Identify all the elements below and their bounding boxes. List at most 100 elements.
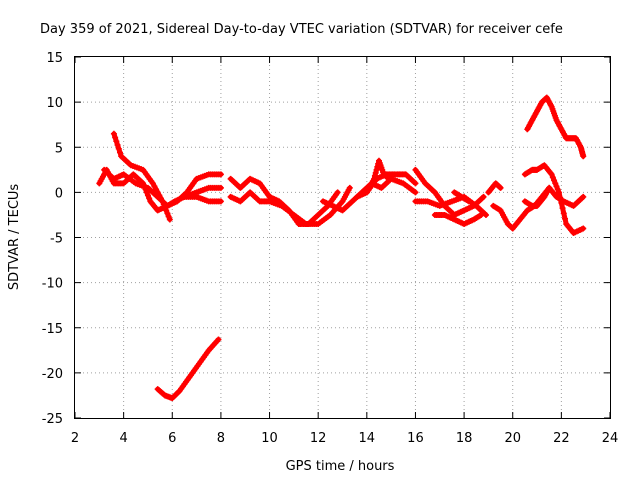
data-point — [412, 189, 419, 196]
data-point — [548, 171, 555, 178]
data-point — [464, 197, 471, 204]
data-point — [478, 211, 485, 218]
x-tick-label: 18 — [456, 431, 473, 446]
data-series — [96, 94, 587, 402]
data-point — [166, 216, 173, 223]
data-point — [115, 145, 122, 152]
plot-frame — [74, 56, 611, 419]
chart-title: Day 359 of 2021, Sidereal Day-to-day VTE… — [40, 22, 563, 37]
x-axis-label: GPS time / hours — [286, 459, 395, 474]
series-arc-14 — [451, 189, 472, 205]
series-arc-16 — [490, 184, 553, 232]
data-point — [480, 193, 487, 200]
x-tick-label: 10 — [261, 431, 278, 446]
series-arc-07 — [227, 184, 353, 227]
data-point — [116, 149, 123, 156]
y-tick-label: 0 — [55, 186, 63, 201]
data-point — [384, 175, 391, 182]
data-point — [580, 193, 587, 200]
data-point — [114, 141, 121, 148]
x-tick-label: 16 — [407, 431, 424, 446]
data-point — [110, 130, 117, 137]
data-point — [165, 213, 172, 220]
x-tick-label: 14 — [359, 431, 376, 446]
data-point — [334, 189, 341, 196]
data-point — [153, 186, 160, 193]
data-point — [113, 138, 120, 145]
data-point — [215, 336, 222, 343]
data-point — [374, 163, 381, 170]
series-arc-19 — [524, 94, 587, 160]
series-arc-12 — [412, 193, 489, 218]
y-tick-label: -20 — [42, 367, 63, 382]
series-line — [490, 185, 552, 231]
data-point — [217, 171, 224, 178]
data-point — [560, 210, 567, 217]
series-arc-10 — [363, 157, 392, 196]
data-point — [385, 175, 392, 182]
data-point — [496, 206, 503, 213]
data-point — [554, 186, 561, 193]
data-point — [371, 172, 378, 179]
x-tick-label: 8 — [217, 431, 225, 446]
data-point — [373, 166, 380, 173]
x-tick-label: 12 — [310, 431, 327, 446]
series-arc-13 — [431, 211, 485, 227]
data-point — [558, 199, 565, 206]
y-tick-label: 15 — [46, 51, 63, 66]
data-point — [217, 198, 224, 205]
data-point — [149, 180, 156, 187]
data-point — [553, 183, 560, 190]
data-point — [557, 194, 564, 201]
data-point — [372, 169, 379, 176]
series-arc-03 — [101, 166, 224, 209]
data-point — [151, 183, 158, 190]
data-point — [143, 189, 150, 196]
y-axis-label: SDTVAR / TECUs — [7, 184, 22, 291]
series-arc-05 — [154, 336, 222, 402]
series-arc-04 — [181, 184, 224, 200]
data-point — [465, 198, 472, 205]
series-arc-11 — [412, 166, 487, 218]
series-line — [522, 162, 586, 236]
y-tick-label: -5 — [50, 232, 63, 247]
data-point — [112, 134, 119, 141]
y-tick-label: -15 — [42, 322, 63, 337]
data-point — [559, 205, 566, 212]
data-point — [562, 215, 569, 222]
series-arc-17 — [521, 184, 587, 209]
data-point — [346, 184, 353, 191]
data-point — [412, 180, 419, 187]
data-point — [549, 174, 556, 181]
data-point — [163, 207, 170, 214]
data-point — [144, 192, 151, 199]
y-tick-label: -10 — [42, 277, 63, 292]
data-point — [580, 153, 587, 160]
grid — [75, 57, 610, 418]
data-point — [476, 212, 483, 219]
x-tick-label: 20 — [504, 431, 521, 446]
x-tick-label: 22 — [553, 431, 570, 446]
y-tick-label: 5 — [55, 141, 63, 156]
y-tick-label: -25 — [42, 412, 63, 427]
x-tick-label: 2 — [71, 431, 79, 446]
data-point — [555, 189, 562, 196]
data-point — [551, 177, 558, 184]
data-point — [371, 175, 378, 182]
series-arc-15 — [485, 180, 504, 196]
data-point — [146, 195, 153, 202]
data-point — [496, 184, 503, 191]
data-point — [497, 184, 504, 191]
x-tick-label: 6 — [168, 431, 176, 446]
x-tick-label: 24 — [602, 431, 619, 446]
data-point — [580, 225, 587, 232]
y-tick-label: 10 — [46, 96, 63, 111]
series-arc-18 — [521, 162, 587, 236]
data-point — [552, 180, 559, 187]
data-point — [175, 389, 182, 396]
x-tick-label: 4 — [119, 431, 127, 446]
data-point — [164, 210, 171, 217]
data-point — [217, 184, 224, 191]
